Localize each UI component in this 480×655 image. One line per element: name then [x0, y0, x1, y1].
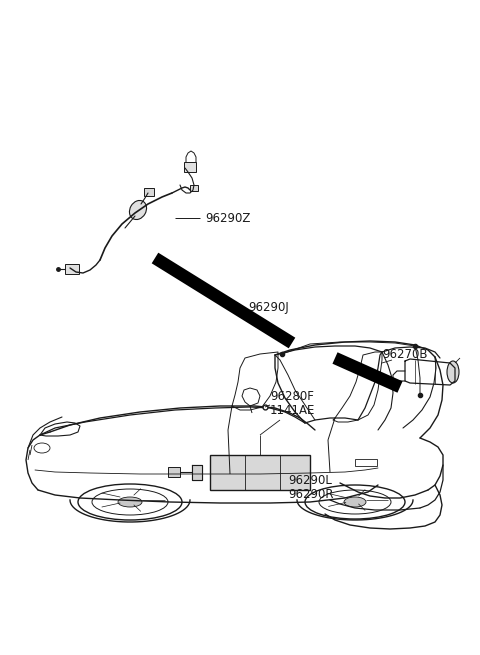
Text: 96280F: 96280F	[270, 390, 314, 403]
Bar	[268, 460, 290, 467]
Bar	[184, 162, 196, 172]
Text: 96290Z: 96290Z	[205, 212, 251, 225]
Ellipse shape	[447, 361, 459, 383]
Ellipse shape	[130, 200, 146, 219]
Bar	[210, 455, 310, 490]
Text: 96270B: 96270B	[382, 348, 428, 362]
Polygon shape	[192, 465, 202, 480]
Ellipse shape	[344, 497, 366, 507]
Bar	[190, 185, 198, 191]
Text: 96290J: 96290J	[248, 301, 289, 314]
Text: 96290R: 96290R	[288, 487, 334, 500]
Bar	[65, 264, 79, 274]
Text: 96290L: 96290L	[288, 474, 332, 487]
Ellipse shape	[118, 497, 142, 507]
Text: 1141AE: 1141AE	[270, 405, 315, 417]
Bar	[168, 467, 180, 477]
Bar	[355, 459, 377, 466]
Bar	[144, 188, 154, 196]
